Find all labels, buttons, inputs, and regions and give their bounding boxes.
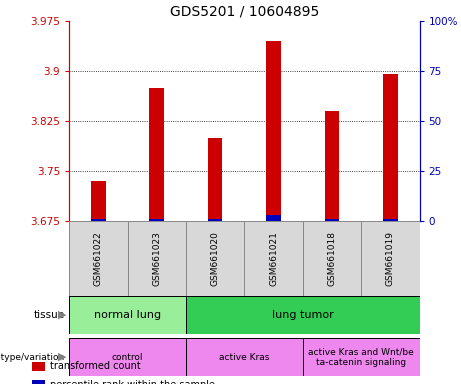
Bar — [244, 221, 303, 296]
Bar — [266, 41, 281, 221]
Text: ▶: ▶ — [59, 310, 67, 320]
Bar — [186, 221, 244, 296]
Bar — [361, 221, 420, 296]
Text: genotype/variation: genotype/variation — [0, 353, 65, 362]
Bar — [69, 338, 186, 376]
Bar — [303, 338, 420, 376]
Bar — [383, 219, 397, 221]
Text: GSM661020: GSM661020 — [211, 231, 219, 286]
Bar — [32, 362, 45, 371]
Bar — [208, 219, 222, 221]
Text: GSM661022: GSM661022 — [94, 231, 103, 286]
Bar — [32, 380, 45, 384]
Bar — [69, 296, 186, 334]
Text: GSM661019: GSM661019 — [386, 231, 395, 286]
Text: lung tumor: lung tumor — [272, 310, 334, 320]
Text: GSM661023: GSM661023 — [152, 231, 161, 286]
Bar — [325, 219, 339, 221]
Text: tissue: tissue — [33, 310, 65, 320]
Bar — [149, 219, 164, 221]
Bar — [186, 296, 420, 334]
Bar — [383, 74, 397, 221]
Bar — [91, 219, 106, 221]
Text: GSM661018: GSM661018 — [327, 231, 337, 286]
Text: GSM661021: GSM661021 — [269, 231, 278, 286]
Bar — [266, 215, 281, 221]
Bar — [149, 88, 164, 221]
Text: normal lung: normal lung — [94, 310, 161, 320]
Bar — [208, 137, 222, 221]
Bar — [303, 221, 361, 296]
Text: transformed count: transformed count — [50, 361, 141, 371]
Text: active Kras: active Kras — [219, 353, 270, 362]
Text: ▶: ▶ — [59, 352, 67, 362]
Bar — [325, 111, 339, 221]
Bar — [69, 221, 128, 296]
Text: active Kras and Wnt/be
ta-catenin signaling: active Kras and Wnt/be ta-catenin signal… — [308, 348, 414, 367]
Title: GDS5201 / 10604895: GDS5201 / 10604895 — [170, 5, 319, 18]
Text: percentile rank within the sample: percentile rank within the sample — [50, 380, 215, 384]
Bar — [128, 221, 186, 296]
Bar — [91, 181, 106, 221]
Bar — [186, 338, 303, 376]
Text: control: control — [112, 353, 143, 362]
